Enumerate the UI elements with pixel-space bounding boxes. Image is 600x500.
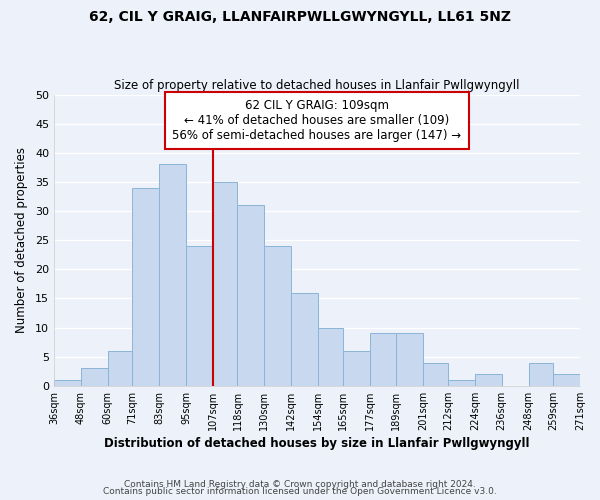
Bar	[423, 362, 448, 386]
Bar	[159, 164, 186, 386]
Bar	[186, 246, 213, 386]
Y-axis label: Number of detached properties: Number of detached properties	[15, 147, 28, 333]
Text: 62, CIL Y GRAIG, LLANFAIRPWLLGWYNGYLL, LL61 5NZ: 62, CIL Y GRAIG, LLANFAIRPWLLGWYNGYLL, L…	[89, 10, 511, 24]
Bar	[318, 328, 343, 386]
Bar	[397, 334, 423, 386]
Title: Size of property relative to detached houses in Llanfair Pwllgwyngyll: Size of property relative to detached ho…	[114, 79, 520, 92]
Bar	[291, 292, 318, 386]
Bar	[475, 374, 502, 386]
Bar	[265, 246, 291, 386]
Bar	[529, 362, 553, 386]
Bar	[107, 351, 132, 386]
Bar	[213, 182, 238, 386]
Bar	[448, 380, 475, 386]
Text: Contains public sector information licensed under the Open Government Licence v3: Contains public sector information licen…	[103, 488, 497, 496]
Text: 62 CIL Y GRAIG: 109sqm
← 41% of detached houses are smaller (109)
56% of semi-de: 62 CIL Y GRAIG: 109sqm ← 41% of detached…	[172, 99, 461, 142]
Bar	[553, 374, 580, 386]
Text: Contains HM Land Registry data © Crown copyright and database right 2024.: Contains HM Land Registry data © Crown c…	[124, 480, 476, 489]
X-axis label: Distribution of detached houses by size in Llanfair Pwllgwyngyll: Distribution of detached houses by size …	[104, 437, 530, 450]
Bar	[238, 205, 265, 386]
Bar	[81, 368, 107, 386]
Bar	[54, 380, 81, 386]
Bar	[132, 188, 159, 386]
Bar	[343, 351, 370, 386]
Bar	[370, 334, 397, 386]
